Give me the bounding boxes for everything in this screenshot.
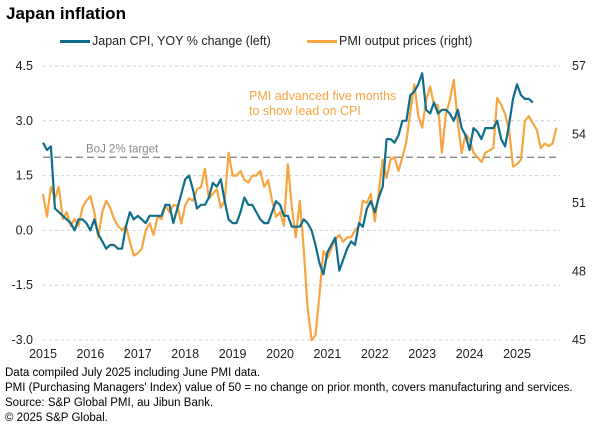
footer-note-2: PMI (Purchasing Managers' Index) value o… (5, 382, 573, 394)
x-axis-tick-label: 2017 (124, 347, 152, 361)
right-axis-tick-label: 45 (572, 333, 586, 347)
legend-item-pmi: PMI output prices (right) (307, 34, 472, 48)
left-axis-tick-label: -1.5 (11, 278, 33, 292)
left-axis-tick-label: 4.5 (16, 59, 33, 73)
pmi-series-line (41, 78, 558, 342)
x-axis-tick-label: 2020 (266, 347, 294, 361)
legend-swatch-pmi (307, 39, 337, 43)
footer-note-1: Data compiled July 2025 including June P… (5, 367, 261, 379)
legend-label-pmi: PMI output prices (right) (339, 34, 473, 48)
x-axis-tick-label: 2016 (76, 347, 104, 361)
cpi-series-line (42, 72, 534, 276)
right-axis-tick-label: 48 (572, 265, 586, 279)
boj-target-label: BoJ 2% target (86, 143, 159, 155)
right-axis-tick-label: 51 (572, 196, 586, 210)
footer-copyright: © 2025 S&P Global. (5, 412, 108, 424)
annotation-line-2: to show lead on CPI (249, 104, 361, 118)
x-axis-tick-label: 2024 (456, 347, 484, 361)
footer-source: Source: S&P Global PMI, au Jibun Bank. (5, 397, 214, 409)
x-axis-tick-label: 2022 (361, 347, 389, 361)
right-axis-tick-label: 57 (572, 59, 586, 73)
x-axis-tick-label: 2018 (171, 347, 199, 361)
x-axis-tick-label: 2023 (408, 347, 436, 361)
x-axis-tick-label: 2015 (29, 347, 57, 361)
left-axis-tick-label: 0.0 (16, 223, 33, 237)
legend-item-cpi: Japan CPI, YOY % change (left) (60, 34, 271, 48)
chart-title: Japan inflation (6, 4, 126, 23)
right-axis-tick-label: 54 (572, 128, 586, 142)
plot-area: BoJ 2% target 4.5 3.0 1.5 0.0 -1.5 -3.0 57 54 51… (11, 59, 586, 361)
left-axis-tick-label: 3.0 (16, 114, 33, 128)
x-axis-tick-label: 2025 (503, 347, 531, 361)
x-axis-tick-label: 2019 (219, 347, 247, 361)
left-axis-tick-label: 1.5 (16, 169, 33, 183)
legend-swatch-cpi (60, 39, 90, 43)
legend-label-cpi: Japan CPI, YOY % change (left) (92, 34, 271, 48)
x-axis-tick-label: 2021 (313, 347, 341, 361)
annotation-line-1: PMI advanced five months (249, 89, 396, 103)
left-axis-tick-label: -3.0 (11, 333, 33, 347)
